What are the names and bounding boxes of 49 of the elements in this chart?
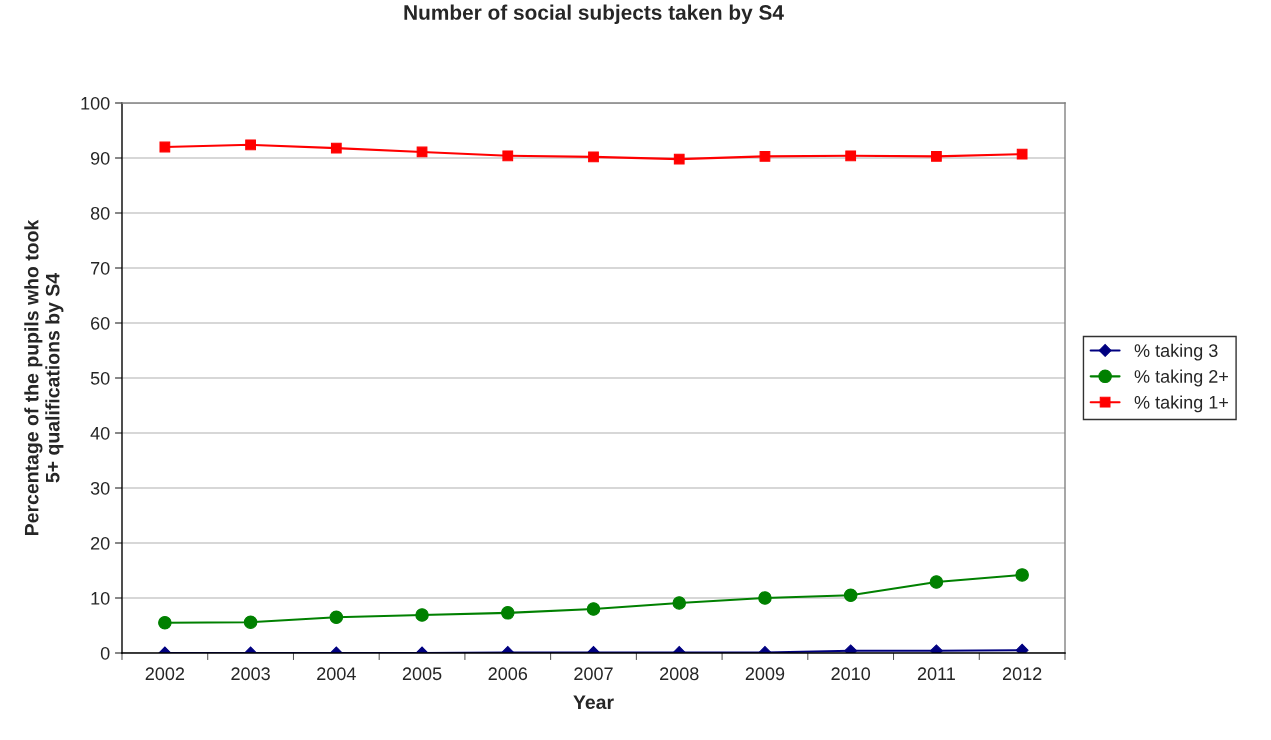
y-tick-label: 10 [91,591,110,605]
point [502,150,514,162]
x-tick-label: 2004 [317,667,356,681]
x-tick-label: 2002 [145,667,185,681]
point [329,610,344,625]
y-axis-title: Percentage of the pupils who took 5+ qualifications by S4 [24,219,64,535]
point [673,153,685,165]
x-tick-label: 2008 [660,667,699,681]
y-tick-label: 70 [91,261,110,275]
point [415,608,429,622]
y-tick-label: 20 [91,536,110,550]
y-tick-label: 60 [91,316,110,330]
point [759,150,771,162]
x-tick-label: 2009 [745,667,785,681]
point [159,141,171,153]
legend-label: % taking 1+ [1134,395,1228,413]
x-tick-label: 2003 [231,667,270,681]
point [843,588,858,603]
y-tick-label: 100 [81,96,110,110]
point [931,150,942,162]
y-tick-label: 80 [90,206,110,220]
x-tick-label: 2011 [917,667,955,681]
point [672,596,686,610]
chart-title: Number of social subjects taken by S4 [404,4,784,24]
legend-label: % taking 2+ [1134,369,1228,387]
x-tick-label: 2007 [574,667,613,681]
x-axis-title: Year [573,695,614,710]
point [929,575,944,589]
point [588,151,599,163]
y-tick-label: 30 [90,481,110,495]
y-tick-label: 50 [90,371,110,385]
y-tick-label: 0 [100,646,110,660]
y-tick-label: 40 [90,426,110,440]
point [243,615,258,629]
point [758,591,772,605]
point [1015,568,1029,582]
point [501,606,515,620]
point [158,615,172,630]
point [586,602,601,616]
x-tick-label: 2005 [402,667,442,681]
point [245,139,256,151]
x-tick-label: 2012 [1002,667,1042,681]
point [845,150,857,162]
point [1016,148,1028,160]
y-tick-label: 90 [90,151,110,165]
x-tick-label: 2006 [488,667,528,681]
x-tick-label: 2010 [831,667,871,681]
point [330,142,342,154]
legend-label: % taking 3 [1134,343,1218,361]
